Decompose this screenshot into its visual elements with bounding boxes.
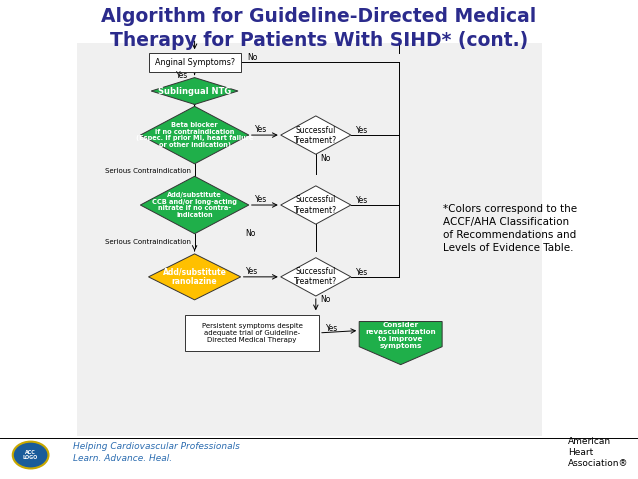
Text: No: No	[246, 229, 256, 238]
Text: No: No	[320, 154, 330, 162]
FancyBboxPatch shape	[77, 43, 542, 436]
Text: Beta blocker
if no contraindication
(Espec. if prior MI, heart failure
or other : Beta blocker if no contraindication (Esp…	[136, 122, 253, 148]
Text: Yes: Yes	[246, 267, 258, 275]
Text: Serious Contraindication: Serious Contraindication	[105, 240, 191, 245]
FancyBboxPatch shape	[149, 53, 241, 72]
Text: Successful
Treatment?: Successful Treatment?	[294, 125, 338, 145]
Text: Algorithm for Guideline-Directed Medical
Therapy for Patients With SIHD* (cont.): Algorithm for Guideline-Directed Medical…	[101, 7, 537, 50]
Text: Yes: Yes	[356, 268, 369, 276]
Text: Yes: Yes	[356, 196, 369, 205]
Polygon shape	[359, 321, 442, 365]
Text: Yes: Yes	[175, 71, 188, 80]
Polygon shape	[149, 254, 241, 300]
Polygon shape	[151, 78, 238, 104]
Text: Yes: Yes	[255, 195, 268, 204]
Text: American
Heart
Association®: American Heart Association®	[568, 437, 628, 468]
Text: Successful
Treatment?: Successful Treatment?	[294, 267, 338, 286]
Text: Sublingual NTG: Sublingual NTG	[158, 87, 231, 95]
Polygon shape	[140, 176, 249, 234]
FancyBboxPatch shape	[185, 315, 319, 351]
Polygon shape	[281, 186, 351, 224]
Text: Successful
Treatment?: Successful Treatment?	[294, 195, 338, 215]
Text: Serious Contraindication: Serious Contraindication	[105, 169, 191, 174]
Polygon shape	[140, 106, 249, 164]
Text: Consider
revascularization
to improve
symptoms: Consider revascularization to improve sy…	[366, 322, 436, 349]
Text: Yes: Yes	[255, 125, 268, 134]
Text: No: No	[320, 296, 330, 304]
Text: ACC
LOGO: ACC LOGO	[23, 450, 38, 460]
Text: Yes: Yes	[356, 126, 369, 135]
Circle shape	[13, 442, 48, 468]
Text: Helping Cardiovascular Professionals
Learn. Advance. Heal.: Helping Cardiovascular Professionals Lea…	[73, 442, 241, 463]
Polygon shape	[281, 116, 351, 154]
Polygon shape	[281, 258, 351, 296]
Text: Yes: Yes	[325, 324, 338, 332]
Text: Add/substitute
ranolazine: Add/substitute ranolazine	[163, 267, 226, 286]
Text: Add/substitute
CCB and/or long-acting
nitrate if no contra-
indication: Add/substitute CCB and/or long-acting ni…	[152, 192, 237, 218]
Text: No: No	[247, 53, 257, 62]
Text: Anginal Symptoms?: Anginal Symptoms?	[154, 58, 235, 67]
Text: *Colors correspond to the
ACCF/AHA Classification
of Recommendations and
Levels : *Colors correspond to the ACCF/AHA Class…	[443, 204, 577, 253]
Text: Persistent symptoms despite
adequate trial of Guideline-
Directed Medical Therap: Persistent symptoms despite adequate tri…	[202, 323, 302, 342]
